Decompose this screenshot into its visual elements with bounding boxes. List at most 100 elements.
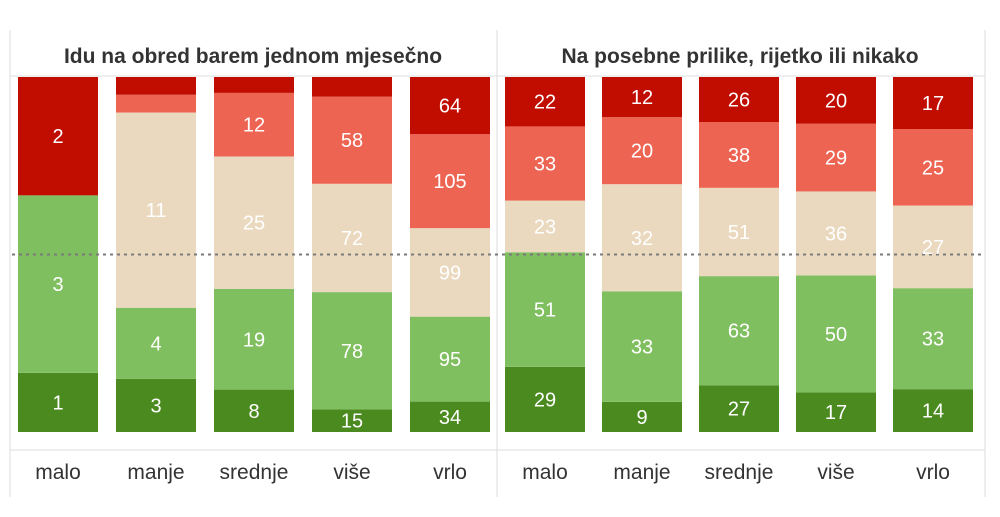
segment-value-label: 33 <box>922 329 944 351</box>
bar-segment <box>602 184 682 292</box>
bar-segment <box>116 378 196 432</box>
bar-segment <box>116 94 196 113</box>
bar-segment <box>214 92 294 157</box>
bar-segment <box>796 123 876 192</box>
segment-value-label: 25 <box>243 213 265 235</box>
bar-segment <box>796 275 876 393</box>
segment-value-label: 36 <box>825 223 847 245</box>
segment-value-label: 19 <box>243 329 265 351</box>
bar-segment <box>18 372 98 432</box>
segment-value-label: 95 <box>439 349 461 371</box>
category-label: malo <box>522 461 568 484</box>
bar-segment <box>116 307 196 379</box>
bar-segment <box>214 288 294 390</box>
bars-layer <box>18 77 973 432</box>
bar-segment <box>893 288 973 390</box>
bar-segment <box>699 122 779 188</box>
segment-value-label: 99 <box>439 262 461 284</box>
segment-value-label: 1 <box>52 392 63 414</box>
category-label: manje <box>613 461 670 484</box>
segment-value-label: 12 <box>631 87 653 109</box>
bar-segment <box>410 77 490 135</box>
segment-value-label: 3 <box>150 395 161 417</box>
bar-segment <box>312 409 392 432</box>
bar-segment <box>699 276 779 386</box>
bar-segment <box>893 129 973 206</box>
bar-segment <box>410 316 490 402</box>
segment-labels-layer: 1323411819251215787258349599105642951233… <box>52 87 944 433</box>
segment-value-label: 29 <box>825 148 847 170</box>
segment-value-label: 20 <box>825 90 847 112</box>
panel-title-left: Idu na obred barem jednom mjesečno <box>64 45 442 68</box>
segment-value-label: 4 <box>150 333 161 355</box>
segment-value-label: 33 <box>534 154 556 176</box>
segment-value-label: 23 <box>534 216 556 238</box>
bar-segment <box>505 77 585 127</box>
segment-value-label: 27 <box>728 399 750 421</box>
segment-value-label: 11 <box>146 200 167 222</box>
bar-segment <box>18 77 98 196</box>
category-label: vrlo <box>433 461 467 484</box>
segment-value-label: 32 <box>631 228 653 250</box>
bar-segment <box>505 252 585 367</box>
segment-value-label: 26 <box>728 90 750 112</box>
bar-segment <box>312 77 392 97</box>
segment-value-label: 34 <box>439 407 461 429</box>
segment-value-label: 29 <box>534 389 556 411</box>
segment-value-label: 9 <box>636 407 647 429</box>
segment-value-label: 17 <box>922 93 944 115</box>
segment-value-label: 50 <box>825 324 847 346</box>
segment-value-label: 33 <box>631 337 653 359</box>
bar-segment <box>699 385 779 432</box>
bar-segment <box>796 191 876 276</box>
bar-segment <box>893 77 973 130</box>
segment-value-label: 64 <box>439 96 461 118</box>
bar-segment <box>699 77 779 123</box>
bar-segment <box>602 401 682 432</box>
panel-title-right: Na posebne prilike, rijetko ili nikako <box>561 45 918 68</box>
bar-segment <box>893 205 973 289</box>
bar-segment <box>214 77 294 93</box>
segment-value-label: 22 <box>534 92 556 114</box>
segment-value-label: 51 <box>534 300 556 322</box>
segment-value-label: 63 <box>728 321 750 343</box>
segment-value-label: 2 <box>52 126 63 148</box>
bar-segment <box>116 112 196 308</box>
segment-value-label: 20 <box>631 141 653 163</box>
category-labels-layer: malo manje srednje više vrlo malo manje srednje… <box>35 461 950 484</box>
bar-segment <box>410 134 490 229</box>
bar-segment <box>18 195 98 373</box>
category-label: više <box>817 461 854 484</box>
segment-value-label: 78 <box>341 341 363 363</box>
category-label: srednje <box>705 461 774 484</box>
segment-value-label: 27 <box>922 237 944 259</box>
segment-value-label: 17 <box>825 402 847 424</box>
panel-frames <box>9 30 986 497</box>
segment-value-label: 12 <box>243 115 265 137</box>
bar-segment <box>893 389 973 432</box>
bar-segment <box>602 117 682 185</box>
bar-segment <box>116 77 196 95</box>
segment-value-label: 72 <box>341 228 363 250</box>
segment-value-label: 15 <box>341 411 363 433</box>
segment-value-label: 105 <box>433 171 466 193</box>
bar-segment <box>410 401 490 432</box>
segment-value-label: 3 <box>52 274 63 296</box>
category-label: manje <box>127 461 184 484</box>
bar-segment <box>699 187 779 277</box>
bar-segment <box>505 126 585 201</box>
bar-segment <box>214 389 294 432</box>
category-label: malo <box>35 461 81 484</box>
bar-segment <box>312 183 392 293</box>
segment-value-label: 8 <box>248 401 259 423</box>
segment-value-label: 58 <box>341 130 363 152</box>
category-label: srednje <box>220 461 289 484</box>
bar-segment <box>410 228 490 317</box>
segment-value-label: 51 <box>728 222 750 244</box>
bar-segment <box>796 77 876 124</box>
category-label: više <box>333 461 370 484</box>
bar-segment <box>505 366 585 432</box>
category-label: vrlo <box>916 461 950 484</box>
bar-segment <box>796 392 876 432</box>
